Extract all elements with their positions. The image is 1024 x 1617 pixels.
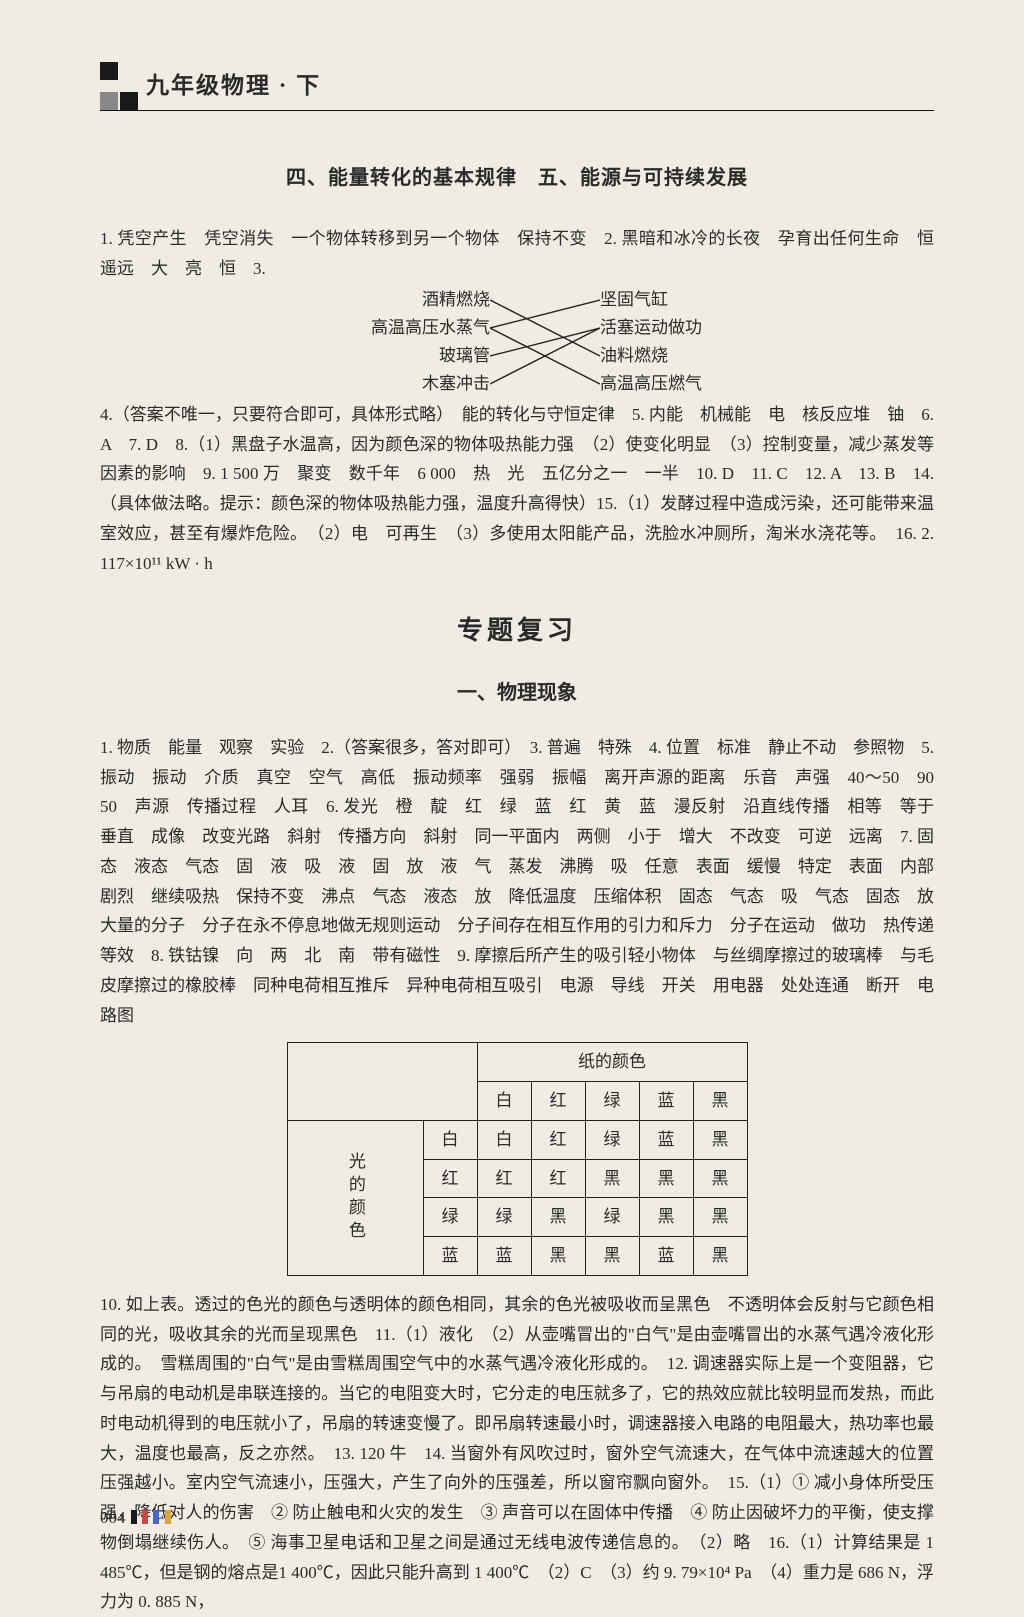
table-col-caption: 纸的颜色 bbox=[477, 1043, 747, 1082]
book-title: 九年级物理 · 下 bbox=[146, 73, 321, 98]
table-row-header: 绿 bbox=[423, 1198, 477, 1237]
table-cell: 绿 bbox=[477, 1198, 531, 1237]
table-cell: 黑 bbox=[531, 1198, 585, 1237]
match-left-item: 木塞冲击 bbox=[340, 370, 490, 398]
table-row-caption: 光的颜色 bbox=[287, 1120, 423, 1275]
table-cell: 黑 bbox=[693, 1120, 747, 1159]
section-title-1: 四、能量转化的基本规律 五、能源与可持续发展 bbox=[100, 161, 934, 196]
table-cell: 黑 bbox=[693, 1159, 747, 1198]
section1-paragraph1: 1. 凭空产生 凭空消失 一个物体转移到另一个物体 保持不变 2. 黑暗和冰冷的… bbox=[100, 224, 934, 284]
bar-icon bbox=[153, 1510, 159, 1524]
table-col-header: 黑 bbox=[693, 1082, 747, 1121]
table-row-header: 蓝 bbox=[423, 1237, 477, 1276]
match-right-item: 油料燃烧 bbox=[600, 342, 702, 370]
subheading-physics-phenomena: 一、物理现象 bbox=[100, 676, 934, 711]
match-left-item: 玻璃管 bbox=[340, 342, 490, 370]
table-cell: 绿 bbox=[585, 1198, 639, 1237]
page-number: 004 bbox=[100, 1503, 171, 1534]
table-cell: 黑 bbox=[585, 1237, 639, 1276]
bar-icon bbox=[131, 1510, 137, 1524]
table-cell: 黑 bbox=[531, 1237, 585, 1276]
table-cell: 蓝 bbox=[477, 1237, 531, 1276]
header-corner-decor bbox=[100, 60, 140, 120]
table-col-header: 蓝 bbox=[639, 1082, 693, 1121]
section2-paragraph2: 10. 如上表。透过的色光的颜色与透明体的颜色相同，其余的色光被吸收而呈黑色 不… bbox=[100, 1290, 934, 1617]
bar-icon bbox=[165, 1510, 171, 1524]
table-cell: 蓝 bbox=[639, 1237, 693, 1276]
table-col-header: 红 bbox=[531, 1082, 585, 1121]
match-left-column: 酒精燃烧 高温高压水蒸气 玻璃管 木塞冲击 bbox=[340, 286, 490, 398]
match-left-item: 高温高压水蒸气 bbox=[340, 314, 490, 342]
table-col-header: 白 bbox=[477, 1082, 531, 1121]
match-right-item: 坚固气缸 bbox=[600, 286, 702, 314]
page-number-text: 004 bbox=[100, 1508, 126, 1527]
section2-paragraph1: 1. 物质 能量 观察 实验 2.（答案很多，答对即可） 3. 普遍 特殊 4.… bbox=[100, 733, 934, 1031]
table-cell: 黑 bbox=[639, 1198, 693, 1237]
table-cell: 黑 bbox=[639, 1159, 693, 1198]
table-cell: 黑 bbox=[693, 1237, 747, 1276]
table-cell: 白 bbox=[477, 1120, 531, 1159]
match-left-item: 酒精燃烧 bbox=[340, 286, 490, 314]
table-cell: 黑 bbox=[693, 1198, 747, 1237]
table-cell: 绿 bbox=[585, 1120, 639, 1159]
table-cell: 红 bbox=[477, 1159, 531, 1198]
section1-paragraph2: 4.（答案不唯一，只要符合即可，具体形式略） 能的转化与守恒定律 5. 内能 机… bbox=[100, 400, 934, 579]
topic-review-title: 专题复习 bbox=[100, 608, 934, 654]
table-cell: 红 bbox=[531, 1120, 585, 1159]
match-right-item: 活塞运动做功 bbox=[600, 314, 702, 342]
table-cell: 蓝 bbox=[639, 1120, 693, 1159]
match-right-column: 坚固气缸 活塞运动做功 油料燃烧 高温高压燃气 bbox=[600, 286, 702, 398]
table-cell: 黑 bbox=[585, 1159, 639, 1198]
match-right-item: 高温高压燃气 bbox=[600, 370, 702, 398]
table-row-header: 白 bbox=[423, 1120, 477, 1159]
table-cell: 红 bbox=[531, 1159, 585, 1198]
color-table: 纸的颜色 白 红 绿 蓝 黑 光的颜色 白 白 红 绿 蓝 黑 红 红 红 黑 … bbox=[287, 1042, 748, 1276]
bar-icon bbox=[142, 1510, 148, 1524]
matching-diagram: 酒精燃烧 高温高压水蒸气 玻璃管 木塞冲击 坚固气缸 活塞运动做功 油料燃烧 高… bbox=[100, 286, 934, 398]
table-col-header: 绿 bbox=[585, 1082, 639, 1121]
match-lines-svg bbox=[490, 286, 600, 398]
page-number-bars bbox=[130, 1504, 171, 1534]
page-header: 九年级物理 · 下 bbox=[100, 60, 934, 111]
table-row-header: 红 bbox=[423, 1159, 477, 1198]
